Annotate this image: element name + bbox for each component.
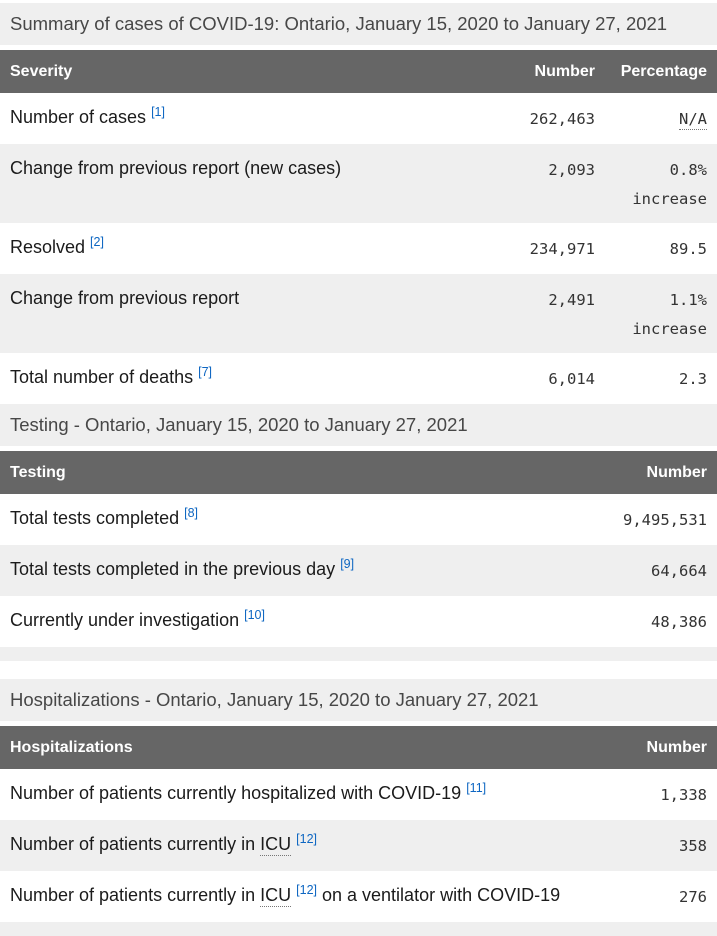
number-cell: 48,386	[651, 613, 707, 631]
percentage-line: N/A	[615, 108, 707, 130]
percentage-text: increase	[632, 190, 707, 208]
number-cell: 262,463	[529, 110, 595, 128]
number-cell: 358	[679, 837, 707, 855]
table-row: Change from previous report 2,491 1.1% incr…	[0, 274, 717, 353]
table-row: Total tests completed [8] 9,495,531	[0, 494, 717, 545]
column-header-severity: Severity	[0, 50, 475, 93]
label-text: Change from previous report	[10, 288, 240, 308]
row-label-cell: Resolved [2]	[0, 223, 475, 274]
table-row: Change from previous report (new cases) 2…	[0, 144, 717, 223]
label-text: Resolved	[10, 237, 91, 257]
summary-of-cases-table: Severity Number Percentage Number of cases…	[0, 50, 717, 404]
footnote-link[interactable]: [7]	[198, 365, 213, 379]
header-row: Hospitalizations Number	[0, 726, 717, 769]
column-header-percentage: Percentage	[605, 50, 717, 93]
percentage-text: increase	[632, 320, 707, 338]
percentage-cell: 89.5	[605, 223, 717, 274]
percentage-line: increase	[615, 318, 707, 340]
table-caption: Testing - Ontario, January 15, 2020 to J…	[0, 404, 717, 446]
row-label-cell: Change from previous report (new cases)	[0, 144, 475, 223]
header-row: Testing Number	[0, 451, 717, 494]
table-bottom-strip	[0, 647, 717, 661]
label-text: Number of patients currently in	[10, 885, 261, 905]
hospitalizations-section: Hospitalizations - Ontario, January 15, …	[0, 679, 717, 936]
percentage-text: 89.5	[669, 240, 707, 258]
percentage-line: 1.1%	[615, 289, 707, 311]
percentage-cell: 2.3	[605, 353, 717, 404]
footnote-link[interactable]: [2]	[90, 235, 104, 249]
label-text: Total tests completed	[10, 508, 185, 528]
table-row: Currently under investigation [10] 48,386	[0, 596, 717, 647]
label-text: Total number of deaths	[10, 367, 199, 387]
abbreviation: ICU	[260, 834, 292, 856]
row-label-cell: Total tests completed [8]	[0, 494, 607, 545]
footnote-link[interactable]: [11]	[466, 781, 487, 795]
row-label-cell: Currently under investigation [10]	[0, 596, 607, 647]
percentage-text: 1.1%	[669, 291, 707, 309]
label-text: Number of patients currently hospitalize…	[10, 783, 467, 803]
number-cell: 1,338	[660, 786, 707, 804]
table-row: Number of patients currently in ICU [12]…	[0, 871, 717, 922]
testing-table: Testing Number Total tests completed [8] 9…	[0, 451, 717, 647]
footnote-link[interactable]: [8]	[184, 506, 198, 520]
table-row: Resolved [2] 234,971 89.5	[0, 223, 717, 274]
abbreviation: ICU	[260, 885, 292, 907]
label-text: on a ventilator with COVID-19	[317, 885, 561, 905]
row-label-cell: Total number of deaths [7]	[0, 353, 475, 404]
label-text: Currently under investigation	[10, 610, 245, 630]
column-header-number: Number	[607, 451, 717, 494]
abbreviation: N/A	[679, 110, 707, 130]
column-header-number: Number	[607, 726, 717, 769]
table-row: Number of patients currently hospitalize…	[0, 769, 717, 820]
table-caption: Hospitalizations - Ontario, January 15, …	[0, 679, 717, 721]
row-label-cell: Number of patients currently hospitalize…	[0, 769, 607, 820]
percentage-text: 2.3	[679, 370, 707, 388]
row-label-cell: Number of patients currently in ICU [12]	[0, 820, 607, 871]
row-label-cell: Change from previous report	[0, 274, 475, 353]
percentage-line: 89.5	[615, 238, 707, 260]
label-text: Change from previous report (new cases)	[10, 158, 342, 178]
percentage-line: 0.8%	[615, 159, 707, 181]
table-row: Number of patients currently in ICU [12]…	[0, 820, 717, 871]
row-label-cell: Number of patients currently in ICU [12]…	[0, 871, 607, 922]
number-cell: 234,971	[529, 240, 595, 258]
footnote-link[interactable]: [9]	[340, 557, 355, 571]
column-header-testing: Testing	[0, 451, 607, 494]
label-text: Number of cases	[10, 107, 152, 127]
footnote-link[interactable]: [1]	[151, 105, 165, 119]
label-text: Number of patients currently in	[10, 834, 261, 854]
column-header-hospitalizations: Hospitalizations	[0, 726, 607, 769]
footnote-link[interactable]: [12]	[296, 883, 317, 897]
percentage-cell: 0.8% increase	[605, 144, 717, 223]
header-row: Severity Number Percentage	[0, 50, 717, 93]
number-cell: 2,093	[548, 161, 595, 179]
footnote-link[interactable]: [12]	[296, 832, 317, 846]
number-cell: 276	[679, 888, 707, 906]
table-bottom-strip	[0, 922, 717, 936]
percentage-line: increase	[615, 188, 707, 210]
footnote-link[interactable]: [10]	[244, 608, 265, 622]
label-text: Total tests completed in the previous da…	[10, 559, 341, 579]
percentage-cell: N/A	[605, 93, 717, 144]
percentage-cell: 1.1% increase	[605, 274, 717, 353]
number-cell: 6,014	[548, 370, 595, 388]
number-cell: 2,491	[548, 291, 595, 309]
row-label-cell: Total tests completed in the previous da…	[0, 545, 607, 596]
percentage-text: 0.8%	[669, 161, 707, 179]
summary-of-cases-section: Summary of cases of COVID-19: Ontario, J…	[0, 3, 717, 404]
table-row: Number of cases [1] 262,463 N/A	[0, 93, 717, 144]
number-cell: 9,495,531	[623, 511, 707, 529]
table-row: Total tests completed in the previous da…	[0, 545, 717, 596]
hospitalizations-table: Hospitalizations Number Number of patient…	[0, 726, 717, 922]
table-row: Total number of deaths [7] 6,014 2.3	[0, 353, 717, 404]
testing-section: Testing - Ontario, January 15, 2020 to J…	[0, 404, 717, 661]
table-caption: Summary of cases of COVID-19: Ontario, J…	[0, 3, 717, 45]
row-label-cell: Number of cases [1]	[0, 93, 475, 144]
number-cell: 64,664	[651, 562, 707, 580]
percentage-line: 2.3	[615, 368, 707, 390]
column-header-number: Number	[475, 50, 605, 93]
